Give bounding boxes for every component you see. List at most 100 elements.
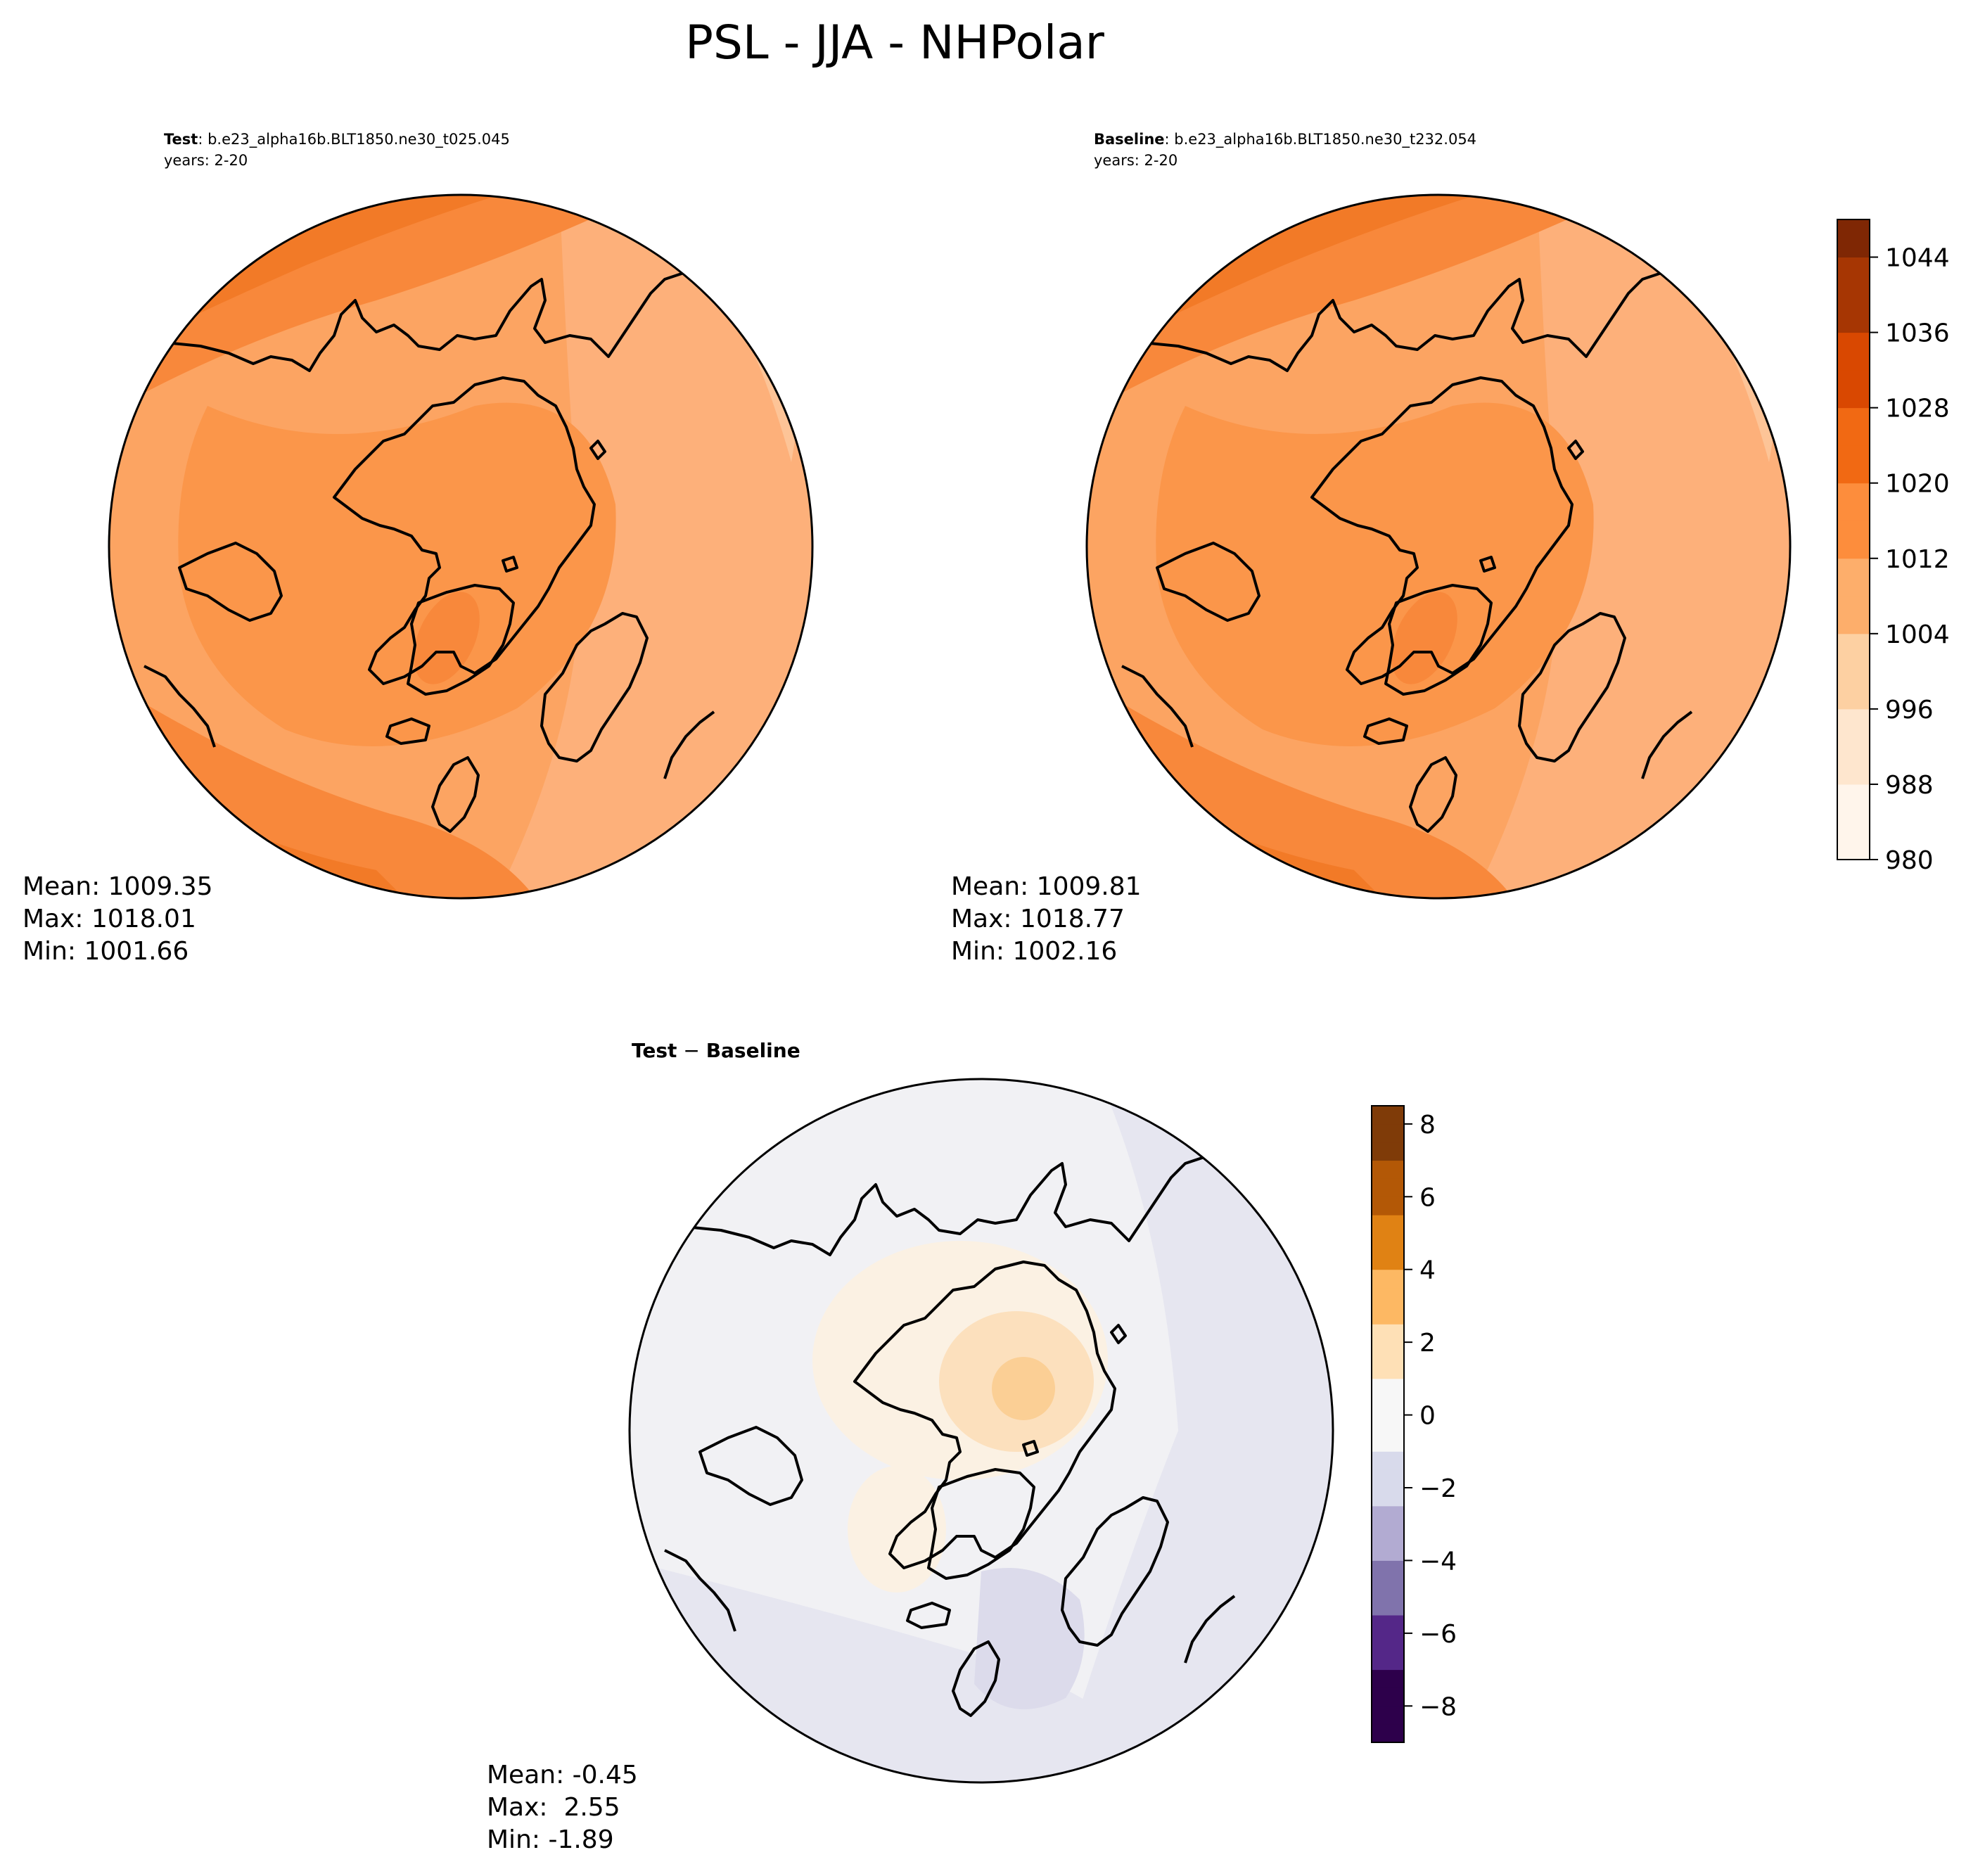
panel-diff-mean: Mean: -0.45 xyxy=(487,1761,638,1789)
cbar-diff-swatch xyxy=(1372,1560,1404,1579)
cbar-main-swatch xyxy=(1837,219,1870,258)
cbar-diff-swatch xyxy=(1372,1178,1404,1197)
cbar-main-tick-label: 996 xyxy=(1885,696,1934,725)
panel-baseline-title: Baseline: b.e23_alpha16b.BLT1850.ne30_t2… xyxy=(1094,131,1476,148)
figure-title: PSL - JJA - NHPolar xyxy=(685,15,1105,70)
cbar-main-swatch xyxy=(1837,370,1870,409)
cbar-diff-swatch xyxy=(1372,1651,1404,1671)
panel-test-years: years: 2-20 xyxy=(164,152,248,169)
cbar-diff-swatch xyxy=(1372,1597,1404,1616)
cbar-diff-tick-label: 0 xyxy=(1419,1402,1436,1431)
cbar-main-swatch xyxy=(1837,596,1870,634)
cbar-main-tick-label: 988 xyxy=(1885,771,1934,800)
cbar-main-swatch xyxy=(1837,445,1870,484)
panel-diff: Test − Baseline Mean: -0.45 Max: 2.55 Mi… xyxy=(487,1039,1334,1854)
cbar-diff-tick-label: 2 xyxy=(1419,1329,1436,1358)
map-baseline xyxy=(1085,193,1792,900)
cbar-diff-swatch xyxy=(1372,1488,1404,1507)
map-baseline-field xyxy=(1087,195,1790,898)
panel-test-mean: Mean: 1009.35 xyxy=(23,872,213,901)
cbar-diff-swatch xyxy=(1372,1415,1404,1434)
panel-test-min: Min: 1001.66 xyxy=(23,937,189,966)
panel-diff-label-left: Test xyxy=(632,1039,677,1062)
cbar-diff-swatch xyxy=(1372,1215,1404,1234)
panel-test-case: : b.e23_alpha16b.BLT1850.ne30_t025.045 xyxy=(198,131,510,148)
field-band xyxy=(1467,195,1790,898)
field-band xyxy=(414,592,480,684)
colorbar-diff: 8 6 4 2 0 −2 −4 −6 −8 xyxy=(1371,1105,1457,1743)
cbar-main-swatch xyxy=(1837,671,1870,710)
panel-baseline-case: : b.e23_alpha16b.BLT1850.ne30_t232.054 xyxy=(1165,131,1477,148)
colorbar-main: 980 988 996 1004 1012 1020 1028 1036 1044 xyxy=(1837,219,1950,875)
cbar-diff-swatch xyxy=(1372,1706,1404,1725)
cbar-diff-swatch xyxy=(1372,1378,1404,1398)
map-baseline-boundary xyxy=(1085,193,1792,900)
cbar-diff-tick-label: −2 xyxy=(1419,1474,1457,1503)
cbar-diff-tick-label: −8 xyxy=(1419,1692,1457,1721)
panel-baseline-label: Baseline xyxy=(1094,131,1165,148)
cbar-diff-swatch xyxy=(1372,1615,1404,1634)
cbar-main-tick-label: 1044 xyxy=(1885,244,1950,273)
cbar-main-tick-label: 1012 xyxy=(1885,545,1950,574)
cbar-main-swatch xyxy=(1837,746,1870,785)
cbar-main-swatch xyxy=(1837,633,1870,672)
cbar-diff-swatch xyxy=(1372,1342,1404,1361)
cbar-main-swatch xyxy=(1837,822,1870,860)
field-band xyxy=(1156,402,1594,746)
field-band xyxy=(992,1357,1055,1420)
cbar-diff-swatch xyxy=(1372,1360,1404,1379)
cbar-main-swatch xyxy=(1837,708,1870,747)
map-test-field xyxy=(109,195,812,898)
cbar-diff-swatch xyxy=(1372,1287,1404,1306)
cbar-diff-swatch xyxy=(1372,1251,1404,1270)
cbar-diff-swatch xyxy=(1372,1433,1404,1452)
panel-diff-title: Test − Baseline xyxy=(632,1039,800,1062)
map-diff xyxy=(628,1078,1334,1784)
cbar-diff-swatch xyxy=(1372,1306,1404,1325)
cbar-diff-swatch xyxy=(1372,1197,1404,1215)
cbar-main-swatch xyxy=(1837,521,1870,559)
field-band xyxy=(1391,592,1457,684)
cbar-diff-swatch xyxy=(1372,1160,1404,1179)
cbar-diff-swatch xyxy=(1372,1469,1404,1488)
cbar-main-tick-label: 1036 xyxy=(1885,319,1950,348)
panel-test: Test: b.e23_alpha16b.BLT1850.ne30_t025.0… xyxy=(23,131,814,966)
cbar-diff-swatch xyxy=(1372,1269,1404,1289)
field-band xyxy=(489,195,812,898)
panel-diff-min: Min: -1.89 xyxy=(487,1825,614,1854)
field-band xyxy=(974,1568,1085,1709)
map-diff-boundary xyxy=(628,1078,1334,1784)
cbar-diff-swatch xyxy=(1372,1578,1404,1597)
cbar-diff-swatch xyxy=(1372,1687,1404,1706)
cbar-main-swatch xyxy=(1837,257,1870,295)
cbar-diff-swatch xyxy=(1372,1396,1404,1416)
panel-test-max: Max: 1018.01 xyxy=(23,905,196,933)
panel-test-label: Test xyxy=(164,131,198,148)
cbar-diff-swatch xyxy=(1372,1724,1404,1743)
cbar-main-swatch xyxy=(1837,407,1870,446)
cbar-diff-swatch xyxy=(1372,1324,1404,1343)
cbar-diff-swatch xyxy=(1372,1669,1404,1688)
map-test xyxy=(108,193,814,900)
panel-diff-label-right: Baseline xyxy=(706,1039,800,1062)
cbar-diff-tick-label: 6 xyxy=(1419,1183,1436,1212)
cbar-diff-swatch xyxy=(1372,1142,1404,1161)
cbar-main-swatch xyxy=(1837,558,1870,596)
map-diff-field xyxy=(630,1079,1333,1782)
cbar-main-swatch xyxy=(1837,295,1870,333)
panel-baseline-max: Max: 1018.77 xyxy=(951,905,1125,933)
cbar-diff-swatch xyxy=(1372,1524,1404,1543)
cbar-diff-tick-label: 4 xyxy=(1419,1256,1436,1285)
panel-baseline-years: years: 2-20 xyxy=(1094,152,1177,169)
cbar-diff-swatch xyxy=(1372,1542,1404,1561)
cbar-diff-swatch xyxy=(1372,1233,1404,1252)
cbar-main-tick-label: 1004 xyxy=(1885,620,1950,649)
field-band xyxy=(848,1466,946,1593)
cbar-diff-tick-label: −4 xyxy=(1419,1547,1457,1576)
cbar-main-frame xyxy=(1837,219,1870,860)
field-band xyxy=(178,402,616,746)
panel-diff-op: − xyxy=(677,1039,706,1062)
field-band xyxy=(1052,1079,1333,1782)
panel-baseline-mean: Mean: 1009.81 xyxy=(951,872,1142,901)
